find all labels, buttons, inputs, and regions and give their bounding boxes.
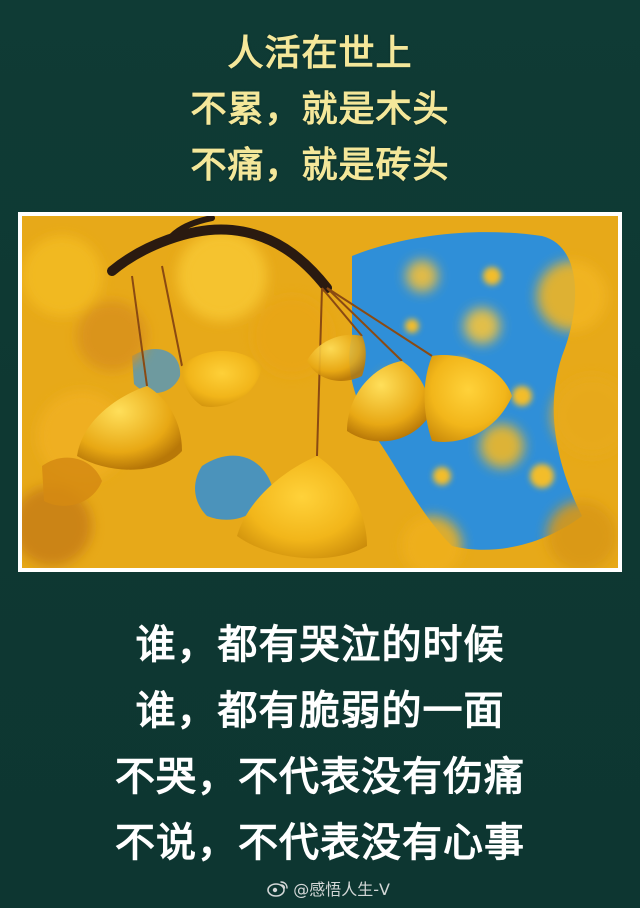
bottom-line-2: 谁，都有脆弱的一面 <box>135 688 505 734</box>
watermark-text: @感悟人生-V <box>293 880 390 899</box>
bottom-line-4: 不说，不代表没有心事 <box>115 820 525 866</box>
top-text-block: 人活在世上 不累，就是木头 不痛，就是砖头 <box>0 26 640 194</box>
bottom-line-1: 谁，都有哭泣的时候 <box>135 622 505 668</box>
bottom-line-3: 不哭，不代表没有伤痛 <box>115 754 525 800</box>
bottom-text-block: 谁，都有哭泣的时候 谁，都有脆弱的一面 不哭，不代表没有伤痛 不说，不代表没有心… <box>0 612 640 876</box>
weibo-icon <box>267 881 288 897</box>
top-line-2: 不累，就是木头 <box>190 89 450 130</box>
photo-frame <box>18 212 622 572</box>
ginkgo-photo <box>22 216 618 568</box>
top-line-1: 人活在世上 <box>227 33 413 74</box>
top-line-3: 不痛，就是砖头 <box>190 145 450 186</box>
watermark: @感悟人生-V <box>267 876 390 900</box>
